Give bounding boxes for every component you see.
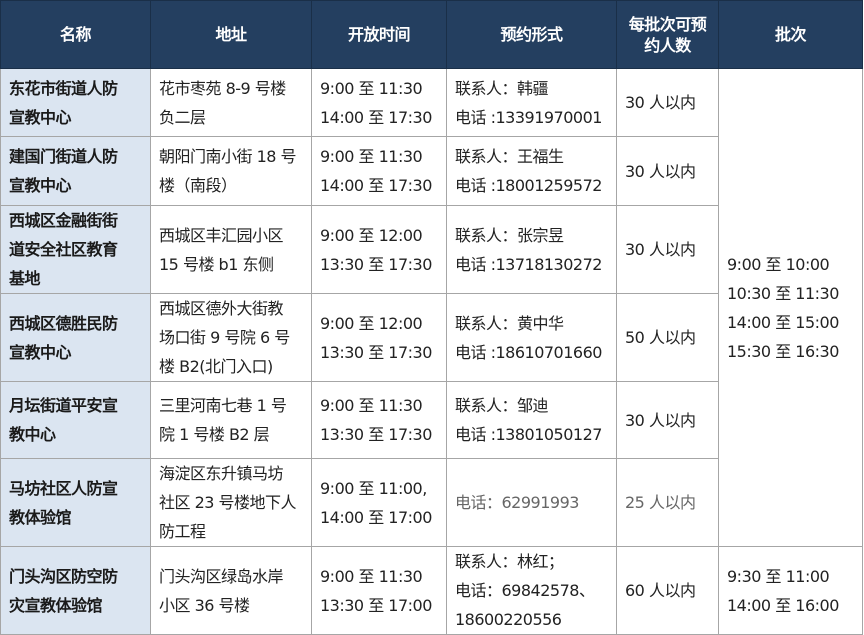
venue-capacity: 30 人以内 [616,136,719,206]
table-row: 西城区金融街街 道安全社区教育 基地 西城区丰汇园小区 15 号楼 b1 东侧 … [0,205,863,294]
venue-address: 花市枣苑 8-9 号楼 负二层 [150,68,312,137]
venue-batches-shared: 9:00 至 10:00 10:30 至 11:30 14:00 至 15:00… [718,68,863,547]
venue-name: 月坛街道平安宣 教中心 [0,381,151,459]
venue-hours: 9:00 至 11:30 13:30 至 17:00 [311,546,447,635]
venue-capacity: 60 人以内 [616,546,719,635]
header-batches: 批次 [718,0,863,69]
venue-name: 马坊社区人防宣 教体验馆 [0,458,151,547]
table-row: 东花市街道人防 宣教中心 花市枣苑 8-9 号楼 负二层 9:00 至 11:3… [0,68,863,547]
header-name: 名称 [0,0,151,69]
table-row: 西城区德胜民防 宣教中心 西城区德外大街教 场口街 9 号院 6 号 楼 B2(… [0,293,863,382]
venue-hours: 9:00 至 11:30 14:00 至 17:30 [311,68,447,137]
venue-capacity: 30 人以内 [616,68,719,137]
venue-address: 西城区德外大街教 场口街 9 号院 6 号 楼 B2(北门入口) [150,293,312,382]
table-row: 门头沟区防空防 灾宣教体验馆 门头沟区绿岛水岸 小区 36 号楼 9:00 至 … [0,546,863,635]
venue-address: 朝阳门南小街 18 号 楼（南段） [150,136,312,206]
venue-booking: 联系人：邹迪 电话 :13801050127 [446,381,617,459]
venue-address: 三里河南七巷 1 号 院 1 号楼 B2 层 [150,381,312,459]
venue-booking: 联系人：张宗昱 电话 :13718130272 [446,205,617,294]
venue-booking: 联系人：王福生 电话 :18001259572 [446,136,617,206]
header-row: 名称 地址 开放时间 预约形式 每批次可预 约人数 批次 [0,0,863,69]
venue-address: 海淀区东升镇马坊 社区 23 号楼地下人 防工程 [150,458,312,547]
venue-batches-mentougou: 9:30 至 11:00 14:00 至 16:00 [718,546,863,635]
venue-booking: 联系人：林红； 电话：69842578、 18600220556 [446,546,617,635]
venue-capacity: 30 人以内 [616,381,719,459]
venue-hours: 9:00 至 11:30 14:00 至 17:30 [311,136,447,206]
venue-hours: 9:00 至 12:00 13:30 至 17:30 [311,205,447,294]
table-row: 建国门街道人防 宣教中心 朝阳门南小街 18 号 楼（南段） 9:00 至 11… [0,136,863,206]
venue-hours: 9:00 至 11:30 13:30 至 17:30 [311,381,447,459]
venue-capacity: 30 人以内 [616,205,719,294]
venue-address: 门头沟区绿岛水岸 小区 36 号楼 [150,546,312,635]
venue-name: 建国门街道人防 宣教中心 [0,136,151,206]
table-row: 马坊社区人防宣 教体验馆 海淀区东升镇马坊 社区 23 号楼地下人 防工程 9:… [0,458,863,547]
venue-name: 门头沟区防空防 灾宣教体验馆 [0,546,151,635]
venue-hours: 9:00 至 12:00 13:30 至 17:30 [311,293,447,382]
header-capacity: 每批次可预 约人数 [616,0,719,69]
venue-booking: 联系人：韩疆 电话 :13391970001 [446,68,617,137]
venue-booking: 联系人：黄中华 电话 :18610701660 [446,293,617,382]
header-address: 地址 [150,0,312,69]
header-booking: 预约形式 [446,0,617,69]
venue-hours: 9:00 至 11:00, 14:00 至 17:00 [311,458,447,547]
venue-capacity: 25 人以内 [616,458,719,547]
header-hours: 开放时间 [311,0,447,69]
venue-address: 西城区丰汇园小区 15 号楼 b1 东侧 [150,205,312,294]
venue-name: 东花市街道人防 宣教中心 [0,68,151,137]
venue-name: 西城区德胜民防 宣教中心 [0,293,151,382]
venue-booking: 电话：62991993 [446,458,617,547]
venue-name: 西城区金融街街 道安全社区教育 基地 [0,205,151,294]
venue-capacity: 50 人以内 [616,293,719,382]
